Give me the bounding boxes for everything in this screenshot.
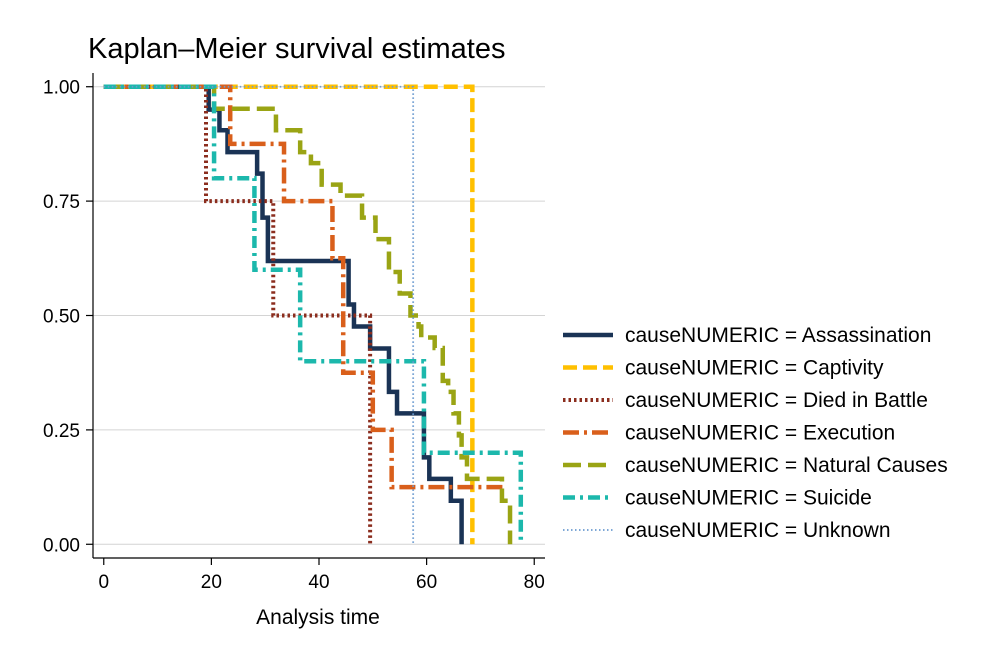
y-tick-label: 0.75 bbox=[43, 192, 80, 213]
y-tick-label: 0.00 bbox=[43, 535, 80, 556]
x-tick-label: 60 bbox=[416, 572, 437, 593]
legend-label-1: causeNUMERIC = Assassination bbox=[625, 324, 931, 347]
x-tick-label: 80 bbox=[524, 572, 545, 593]
legend: causeNUMERIC = Assassination causeNUMERIC… bbox=[563, 324, 948, 542]
grid-lines bbox=[93, 86, 545, 545]
series-line-4 bbox=[103, 84, 508, 490]
y-tick-label: 0.25 bbox=[43, 421, 80, 442]
series-line-1 bbox=[103, 84, 464, 545]
chart-title: Kaplan–Meier survival estimates bbox=[88, 33, 505, 65]
y-tick-label: 1.00 bbox=[43, 78, 80, 99]
legend-label-4: causeNUMERIC = Execution bbox=[625, 422, 895, 445]
axes: 0.00 0.25 0.50 0.75 1.00 0 20 40 60 80 bbox=[43, 73, 545, 593]
series-line-7 bbox=[103, 85, 415, 545]
y-tick-label: 0.50 bbox=[43, 307, 80, 328]
legend-label-2: causeNUMERIC = Captivity bbox=[625, 357, 884, 380]
legend-label-5: causeNUMERIC = Natural Causes bbox=[625, 454, 948, 477]
legend-label-3: causeNUMERIC = Died in Battle bbox=[625, 389, 928, 412]
x-tick-label: 40 bbox=[308, 572, 329, 593]
x-tick-label: 0 bbox=[98, 572, 109, 593]
x-axis-title: Analysis time bbox=[256, 606, 380, 629]
legend-label-7: causeNUMERIC = Unknown bbox=[625, 519, 891, 542]
series-line-6 bbox=[103, 84, 524, 545]
series-line-3 bbox=[103, 84, 373, 545]
x-tick-label: 20 bbox=[201, 572, 222, 593]
series-lines bbox=[103, 84, 524, 545]
series-line-5 bbox=[103, 84, 513, 545]
legend-label-6: causeNUMERIC = Suicide bbox=[625, 487, 872, 510]
